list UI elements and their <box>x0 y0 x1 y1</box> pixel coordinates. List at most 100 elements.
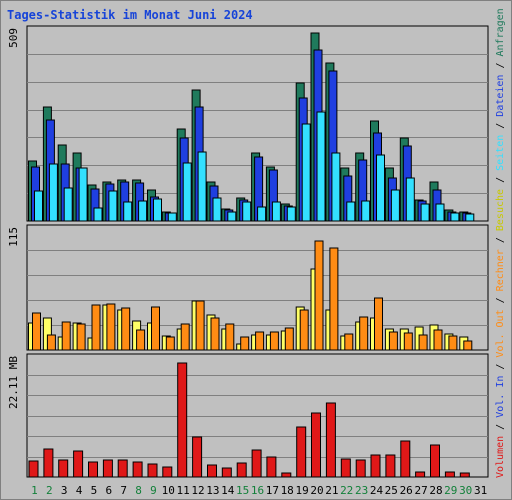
bar-volumen-day-8 <box>132 461 143 478</box>
bar-volumen-day-23 <box>355 459 366 478</box>
x-tick-label-day-21: 21 <box>325 484 338 497</box>
bar-rechner-day-10 <box>165 336 175 351</box>
legend-besuche: Besuche <box>495 189 506 231</box>
bar-rechner-day-18 <box>284 327 294 351</box>
bar-volumen-day-3 <box>58 459 69 478</box>
legend-separator: / <box>495 291 506 309</box>
bar-rechner-day-2 <box>46 334 56 351</box>
bar-seiten-day-7 <box>123 201 133 222</box>
bar-seiten-day-1 <box>34 190 43 222</box>
bar-rechner-day-23 <box>359 316 369 351</box>
bar-seiten-day-16 <box>257 206 267 222</box>
bar-volumen-day-17 <box>266 456 277 478</box>
legend-volumen: Volumen <box>495 436 506 478</box>
bar-volumen-day-1 <box>28 460 39 478</box>
x-tick-label-day-7: 7 <box>120 484 127 497</box>
bar-seiten-day-18 <box>286 206 296 222</box>
bar-rechner-day-12 <box>195 300 205 351</box>
bar-volumen-day-29 <box>444 471 455 478</box>
y-max-label-middle: 115 <box>7 227 20 247</box>
x-tick-label-day-9: 9 <box>150 484 157 497</box>
bar-volumen-day-19 <box>296 426 307 478</box>
bar-rechner-day-14 <box>225 323 235 351</box>
y-max-label-top: 509 <box>7 28 20 48</box>
bar-seiten-day-17 <box>271 201 281 222</box>
legend-anfragen: Anfragen <box>495 8 506 56</box>
bar-volumen-day-20 <box>311 412 321 478</box>
x-tick-label-day-28: 28 <box>429 484 442 497</box>
y-max-label-bottom: 22.11 MB <box>7 356 20 409</box>
x-tick-label-day-1: 1 <box>31 484 38 497</box>
x-tick-label-day-22: 22 <box>340 484 353 497</box>
bar-rechner-day-19 <box>299 309 309 351</box>
bar-volumen-day-5 <box>88 461 98 478</box>
bar-rechner-day-4 <box>76 323 86 351</box>
bar-seiten-day-2 <box>48 163 58 222</box>
x-tick-label-day-23: 23 <box>355 484 368 497</box>
bar-volumen-day-2 <box>43 448 54 478</box>
legend-vol-out: Vol. Out <box>495 309 506 357</box>
bar-volumen-day-28 <box>430 444 440 478</box>
x-tick-label-day-4: 4 <box>76 484 83 497</box>
bar-volumen-day-9 <box>147 463 158 478</box>
bar-seiten-day-26 <box>405 177 415 222</box>
bar-seiten-day-6 <box>108 190 118 222</box>
bar-volumen-day-7 <box>117 459 128 478</box>
legend-separator: / <box>495 56 506 74</box>
x-tick-label-day-6: 6 <box>105 484 112 497</box>
legend-seiten: Seiten <box>495 135 506 171</box>
bar-volumen-day-26 <box>400 440 411 478</box>
bar-seiten-day-10 <box>167 212 177 222</box>
bar-rechner-day-21 <box>329 247 339 351</box>
chart-title: Tages-Statistik im Monat Juni 2024 <box>7 8 253 22</box>
x-tick-label-day-14: 14 <box>221 484 235 497</box>
bar-seiten-day-4 <box>78 167 88 222</box>
bar-seiten-day-30 <box>465 213 475 222</box>
x-tick-label-day-10: 10 <box>162 484 175 497</box>
right-legend: Volumen / Vol. In / Vol. Out / Rechner /… <box>495 8 506 478</box>
legend-separator: / <box>495 117 506 135</box>
bar-rechner-day-1 <box>32 312 41 351</box>
x-tick-label-day-17: 17 <box>266 484 279 497</box>
bar-seiten-day-28 <box>435 203 445 222</box>
bar-volumen-day-11 <box>177 362 188 478</box>
bar-seiten-day-11 <box>182 162 192 222</box>
x-tick-label-day-18: 18 <box>281 484 294 497</box>
bar-seiten-day-5 <box>93 207 103 222</box>
bar-seiten-day-22 <box>346 201 356 222</box>
bar-rechner-day-5 <box>91 304 101 351</box>
x-tick-label-day-30: 30 <box>459 484 472 497</box>
x-tick-label-day-19: 19 <box>295 484 308 497</box>
bar-seiten-day-25 <box>390 189 400 222</box>
bar-rechner-day-17 <box>269 331 279 351</box>
bar-rechner-day-13 <box>210 317 220 351</box>
x-tick-label-day-3: 3 <box>61 484 68 497</box>
bar-rechner-day-3 <box>61 321 71 351</box>
x-tick-label-day-29: 29 <box>444 484 457 497</box>
bar-volumen-day-15 <box>236 462 247 478</box>
bar-volumen-day-10 <box>162 466 173 478</box>
bar-volumen-day-16 <box>251 449 262 478</box>
bar-seiten-day-15 <box>242 201 252 222</box>
legend-separator: / <box>495 171 506 189</box>
legend-rechner: Rechner <box>495 249 506 291</box>
bar-volumen-day-13 <box>207 464 217 478</box>
bar-rechner-day-26 <box>403 332 413 351</box>
bar-volumen-day-25 <box>385 454 396 478</box>
x-tick-label-day-31: 31 <box>474 484 487 497</box>
bar-volumen-day-22 <box>340 458 351 478</box>
bar-seiten-day-9 <box>153 198 162 222</box>
bar-rechner-day-27 <box>418 334 428 351</box>
legend-dateien: Dateien <box>495 75 506 117</box>
bar-volumen-day-14 <box>221 467 232 478</box>
x-tick-label-day-5: 5 <box>91 484 98 497</box>
bar-rechner-day-29 <box>448 335 458 351</box>
bar-seiten-day-13 <box>212 197 222 222</box>
bar-rechner-day-25 <box>388 331 398 351</box>
bar-volumen-day-24 <box>370 454 381 478</box>
bar-seiten-day-21 <box>331 152 341 222</box>
bar-rechner-day-15 <box>240 336 250 351</box>
x-tick-label-day-12: 12 <box>191 484 204 497</box>
bar-rechner-day-20 <box>314 240 324 351</box>
x-tick-label-day-20: 20 <box>310 484 323 497</box>
